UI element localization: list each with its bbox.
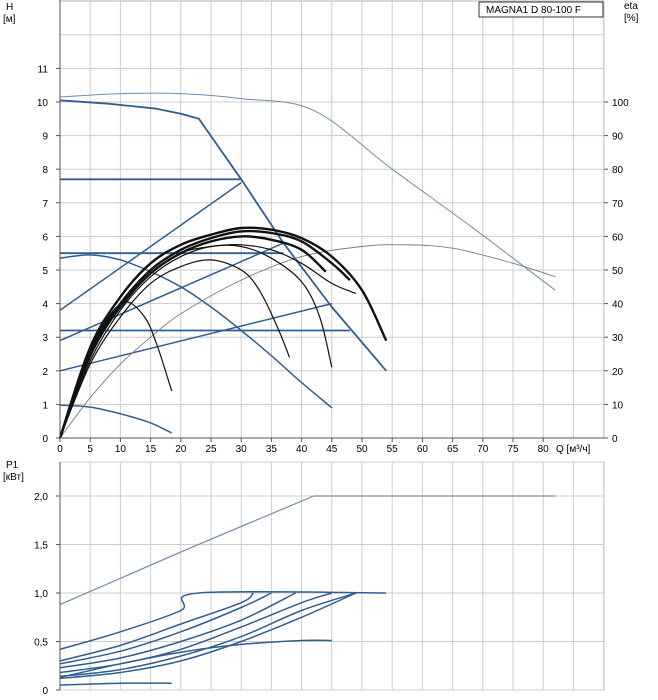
speed-curve [59,254,333,409]
model-name: MAGNA1 D 80-100 F [486,5,581,16]
bottom-tick-labels: 0 0,5 1,0 1,5 2,0 [34,492,60,697]
q-tick-label: 15 [145,444,157,455]
q-tick-label: 0 [57,444,63,455]
q-tick-label: 10 [115,444,127,455]
eta-axis-unit: [%] [624,13,639,24]
p1-tick-label: 0 [42,686,48,697]
p1-curve [59,592,357,678]
q-tick-label: 25 [205,444,217,455]
proportional-pressure-curve [59,181,242,311]
proportional-pressure-curve [59,242,284,342]
p1-curve [59,682,172,686]
p1-tick-label: 2,0 [34,492,48,503]
eta-tick-label: 80 [612,165,624,176]
x-axis-unit: Q [м³/ч] [556,444,591,455]
p1-curve [59,639,332,679]
model-name-box [478,1,604,18]
p1-curve [59,592,254,662]
eta-tick-label: 10 [612,400,624,411]
p1-tick-label: 1,5 [34,541,48,552]
q-tick-label: 20 [175,444,187,455]
h-tick-label: 3 [42,333,48,344]
h-tick-label: 4 [42,300,48,311]
h-tick-label: 9 [42,132,48,143]
duty-curve [58,229,351,439]
eta-tick-label: 70 [612,199,624,210]
q-tick-label: 55 [387,444,399,455]
top-grid [60,0,605,438]
h-axis-unit: [м] [3,14,16,25]
h-tick-label: 1 [42,400,48,411]
eta-tick-label: 20 [612,367,624,378]
eta-tick-label: 50 [612,266,624,277]
h-axis-label: H [6,2,13,13]
eta-tick-label: 90 [612,132,624,143]
duty-curve [59,301,173,439]
q-tick-label: 50 [356,444,368,455]
power-panel: 0 0,5 1,0 1,5 2,0 P1 [кВт] [3,460,605,697]
q-tick-label: 70 [477,444,489,455]
h-tick-label: 0 [42,434,48,445]
max-curve [59,99,387,372]
p1-curve [59,592,296,669]
efficiency-curve [59,244,556,439]
eta-tick-label: 60 [612,232,624,243]
h-tick-label: 11 [38,64,49,75]
duty-curve [59,244,333,439]
q-tick-label: 5 [87,444,93,455]
h-tick-label: 7 [42,199,48,210]
duty-curve [59,259,291,439]
p1-axis-unit: [кВт] [3,472,24,483]
h-tick-label: 8 [42,165,48,176]
h-tick-label: 6 [42,232,48,243]
q-tick-label: 30 [236,444,248,455]
q-tick-label: 35 [266,444,278,455]
proportional-pressure-curve [59,302,332,372]
p1-axis-label: P1 [6,460,19,471]
p1-max-curve [59,495,556,606]
q-tick-label: 45 [326,444,338,455]
p1-curve [59,590,387,651]
h-tick-label: 5 [42,266,48,277]
h-tick-label: 10 [37,98,49,109]
speed-curve [59,404,173,434]
q-tick-label: 40 [296,444,308,455]
top-curves [58,92,556,439]
eta-axis-label: eta [624,1,638,12]
eta-tick-label: 0 [612,434,618,445]
q-tick-label: 75 [507,444,519,455]
q-tick-label: 80 [538,444,550,455]
efficiency-envelope [59,92,556,291]
q-tick-label: 65 [447,444,459,455]
q-tick-label: 60 [417,444,429,455]
bottom-curves [59,495,556,686]
p1-curve [59,592,357,680]
p1-tick-label: 0,5 [34,638,48,649]
p1-tick-label: 1,0 [34,589,48,600]
duty-curve [58,235,327,439]
h-tick-label: 2 [42,367,48,378]
eta-tick-label: 40 [612,300,624,311]
duty-curve [58,226,388,439]
eta-tick-label: 100 [612,98,629,109]
eta-tick-label: 30 [612,333,624,344]
p1-curve [59,592,272,665]
